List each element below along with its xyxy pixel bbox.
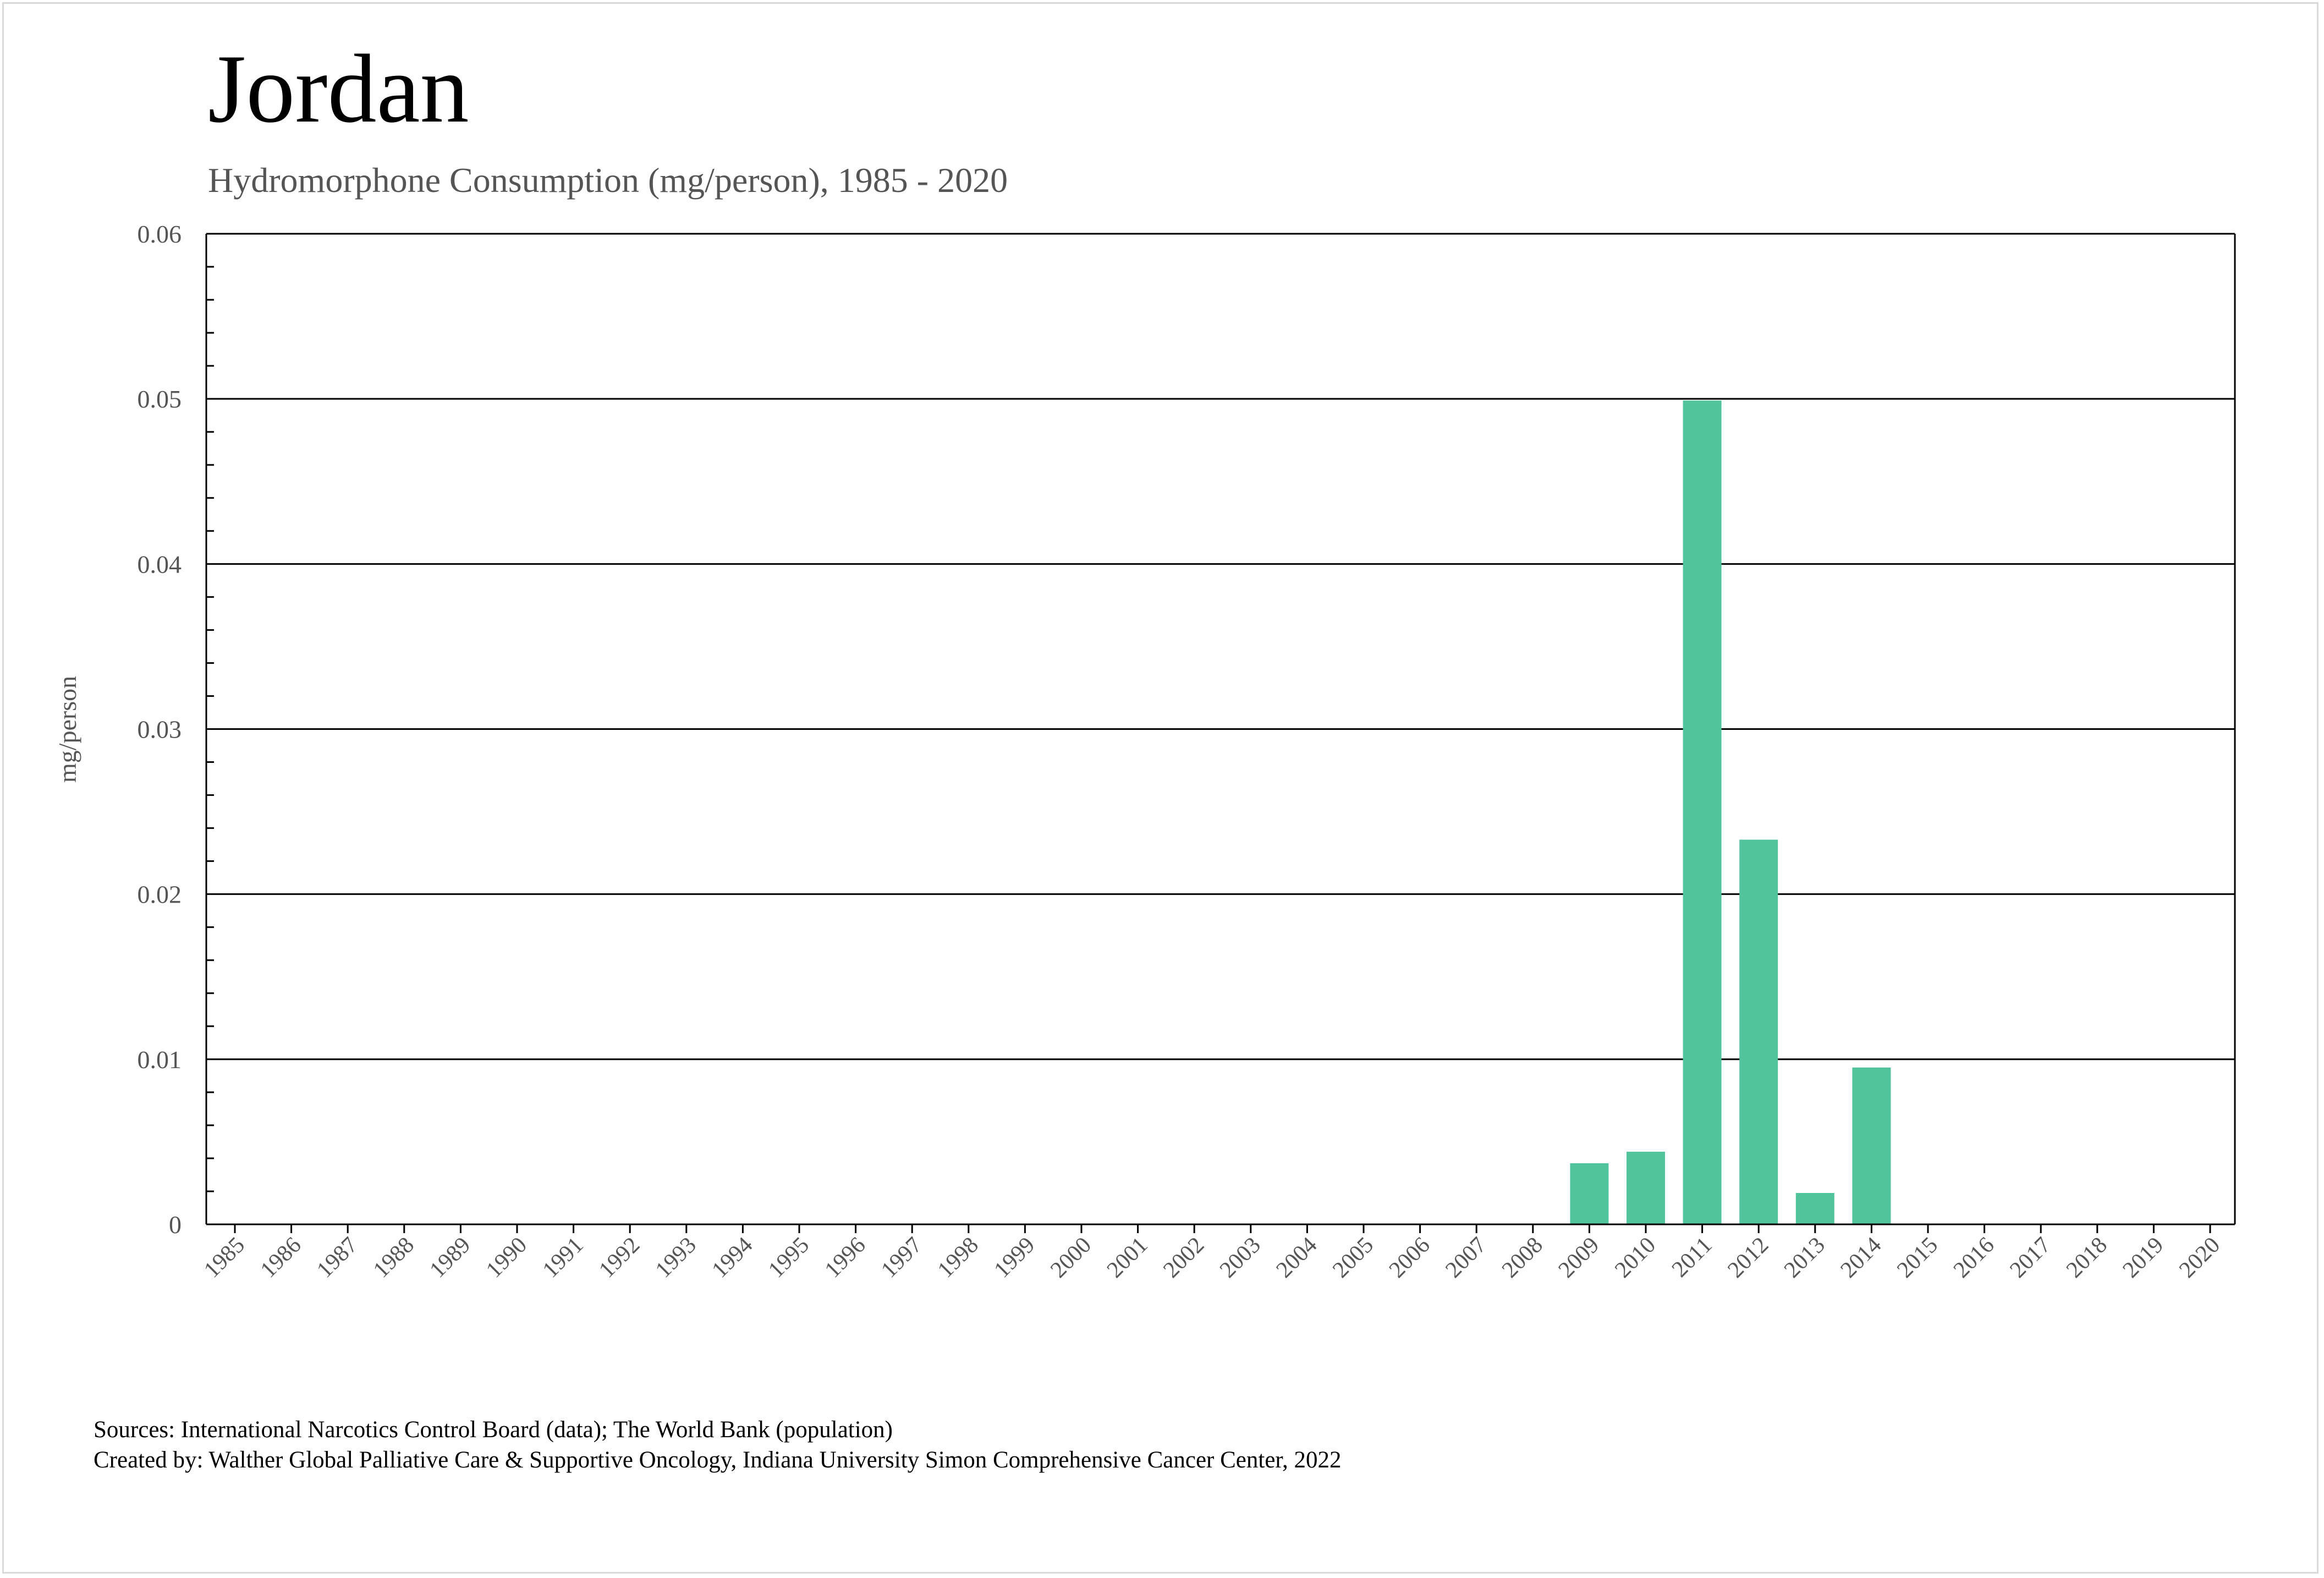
bar-2011 xyxy=(1683,400,1722,1224)
x-tick-label: 2004 xyxy=(1272,1233,1322,1283)
x-tick-label: 1996 xyxy=(820,1233,871,1283)
bars xyxy=(1570,400,1891,1224)
x-tick-label: 2008 xyxy=(1497,1233,1548,1283)
chart-subtitle: Hydromorphone Consumption (mg/person), 1… xyxy=(208,161,1008,200)
bar-2010 xyxy=(1627,1151,1665,1224)
x-tick-label: 2020 xyxy=(2174,1233,2225,1283)
bar-2012 xyxy=(1739,839,1778,1224)
bar-2013 xyxy=(1795,1192,1834,1224)
y-tick-label: 0.01 xyxy=(138,1046,182,1074)
y-tick-label: 0.04 xyxy=(138,550,182,578)
chart-title: Jordan xyxy=(208,34,469,143)
x-tick-label: 1993 xyxy=(651,1233,701,1283)
x-tick-label: 2015 xyxy=(1892,1233,1943,1283)
x-tick-label: 2001 xyxy=(1102,1233,1153,1283)
x-tick-label: 1990 xyxy=(481,1233,532,1283)
x-tick-label: 2016 xyxy=(1949,1233,1999,1283)
x-tick-label: 2011 xyxy=(1667,1233,1717,1283)
x-tick-label: 1998 xyxy=(933,1233,984,1283)
x-tick-label: 1999 xyxy=(990,1233,1040,1283)
x-tick-label: 1994 xyxy=(707,1233,758,1283)
x-tick-label: 2002 xyxy=(1158,1233,1209,1283)
y-axis-label: mg/person xyxy=(53,676,81,783)
x-tick-label: 1991 xyxy=(538,1233,589,1283)
x-tick-label: 2010 xyxy=(1610,1233,1661,1283)
y-tick-label: 0.03 xyxy=(138,716,182,744)
x-tick-label: 1986 xyxy=(256,1233,306,1283)
y-tick-label: 0 xyxy=(169,1211,182,1239)
x-tick-label: 2019 xyxy=(2118,1233,2169,1283)
x-tick-label: 1985 xyxy=(199,1233,250,1283)
x-tick-label: 1992 xyxy=(594,1233,645,1283)
gridlines xyxy=(206,233,2235,1060)
y-tick-label: 0.05 xyxy=(138,385,182,413)
x-tick-label: 1988 xyxy=(369,1233,419,1283)
x-tick-label: 2009 xyxy=(1554,1233,1605,1283)
footer: Sources: International Narcotics Control… xyxy=(94,1415,1342,1475)
x-tick-label: 1987 xyxy=(312,1233,362,1283)
x-tick-label: 2000 xyxy=(1046,1233,1096,1283)
x-tick-label: 2012 xyxy=(1723,1233,1773,1283)
x-tick-label: 2018 xyxy=(2062,1233,2112,1283)
bar-2014 xyxy=(1852,1067,1891,1224)
x-tick-label: 2014 xyxy=(1836,1233,1887,1283)
sources-note: Sources: International Narcotics Control… xyxy=(94,1417,893,1443)
x-tick-label: 2005 xyxy=(1328,1233,1378,1283)
x-tick-label: 1995 xyxy=(763,1233,814,1283)
x-tick-label: 2003 xyxy=(1215,1233,1266,1283)
axes xyxy=(205,233,2236,1233)
x-tick-label: 2006 xyxy=(1384,1233,1435,1283)
x-tick-label: 2007 xyxy=(1441,1233,1491,1283)
x-tick-label: 2013 xyxy=(1779,1233,1830,1283)
y-tick-label: 0.06 xyxy=(138,220,182,248)
y-tick-label: 0.02 xyxy=(138,881,182,909)
x-tick-label: 1989 xyxy=(425,1233,476,1283)
x-tick-label: 2017 xyxy=(2005,1233,2056,1283)
credits-note: Created by: Walther Global Palliative Ca… xyxy=(94,1447,1342,1473)
x-tick-label: 1997 xyxy=(876,1233,927,1283)
bar-2009 xyxy=(1570,1163,1609,1224)
